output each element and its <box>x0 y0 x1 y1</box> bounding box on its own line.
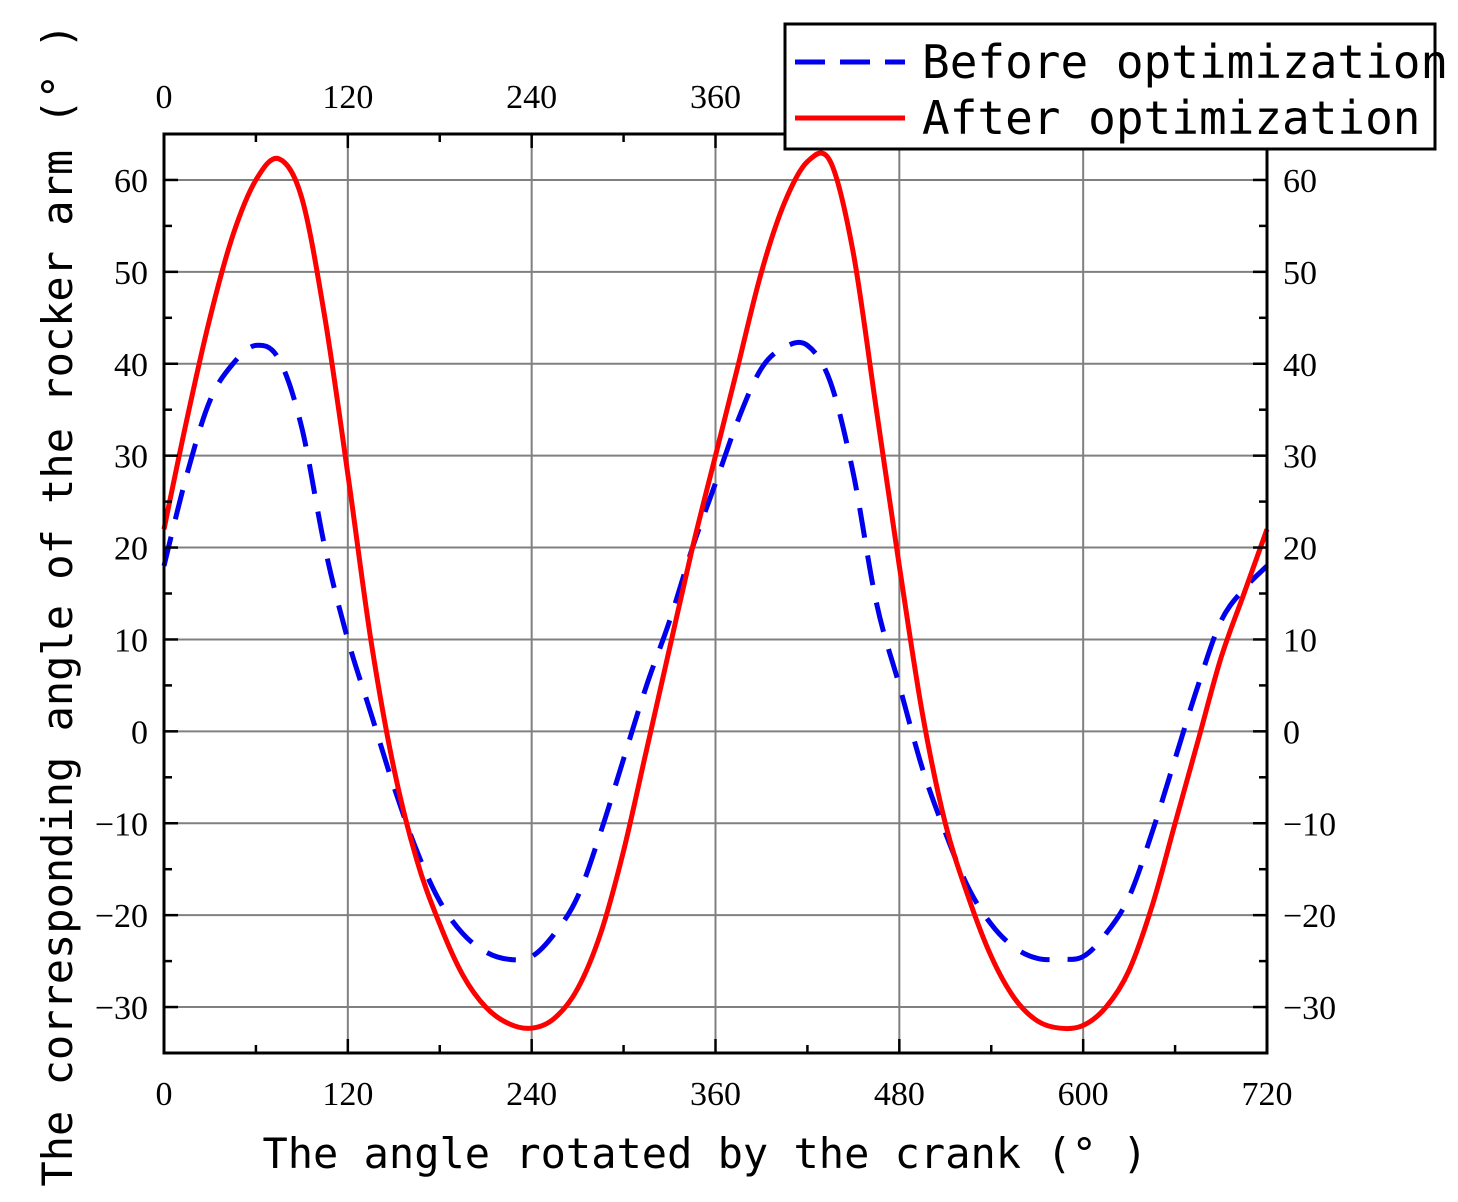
x-tick-label: 480 <box>874 1076 925 1113</box>
y-tick-label-right: −10 <box>1283 806 1336 843</box>
y-tick-label-right: 50 <box>1283 255 1317 292</box>
y-tick-label: 40 <box>114 347 148 384</box>
x-tick-label: 600 <box>1058 1076 1109 1113</box>
x-tick-labels-bottom: 0 120 240 360 480 600 720 <box>156 1076 1293 1113</box>
y-tick-label-right: 60 <box>1283 163 1317 200</box>
y-tick-label-right: −20 <box>1283 898 1336 935</box>
y-tick-labels-right: 60 50 40 30 20 10 0 −10 −20 −30 <box>1283 163 1336 1027</box>
y-axis-title: The corresponding angle of the rocker ar… <box>33 23 82 1186</box>
y-tick-label-right: 40 <box>1283 347 1317 384</box>
y-tick-label: 30 <box>114 439 148 476</box>
x-tick-label: 240 <box>506 1076 557 1113</box>
legend-box <box>783 22 1437 151</box>
x-tick-label-top: 240 <box>506 79 557 116</box>
series-line-before-optimization <box>161 339 1269 963</box>
x-tick-labels-top: 0 120 240 360 <box>156 79 742 116</box>
y-tick-label: 0 <box>131 714 148 751</box>
x-axis-title: The angle rotated by the crank (° ) <box>262 1129 1147 1178</box>
series-layer <box>161 150 1270 1032</box>
x-tick-label-top: 120 <box>322 79 373 116</box>
x-tick-label-top: 360 <box>690 79 741 116</box>
y-tick-label-right: 0 <box>1283 714 1300 751</box>
y-tick-label: −20 <box>95 898 148 935</box>
x-tick-label-top: 0 <box>156 79 173 116</box>
y-tick-label: −10 <box>95 806 148 843</box>
y-tick-label-right: 20 <box>1283 531 1317 568</box>
y-tick-label: 60 <box>114 163 148 200</box>
y-tick-label: 50 <box>114 255 148 292</box>
y-tick-label: 10 <box>114 622 148 659</box>
y-tick-label-right: −30 <box>1283 990 1336 1027</box>
grid-lines <box>163 134 1268 1053</box>
y-tick-label: 20 <box>114 531 148 568</box>
y-tick-label-right: 10 <box>1283 622 1317 659</box>
y-tick-label: −30 <box>95 990 148 1027</box>
legend: Before optimization After optimization <box>783 22 1448 151</box>
legend-label-after: After optimization <box>922 91 1421 145</box>
x-tick-label: 720 <box>1242 1076 1293 1113</box>
x-tick-label: 0 <box>156 1076 173 1113</box>
x-tick-label: 120 <box>322 1076 373 1113</box>
legend-label-before: Before optimization <box>922 35 1448 89</box>
x-tick-label: 360 <box>690 1076 741 1113</box>
y-tick-labels-left: 60 50 40 30 20 10 0 −10 −20 −30 <box>95 163 148 1027</box>
y-tick-label-right: 30 <box>1283 439 1317 476</box>
series-line-after-optimization <box>161 150 1270 1032</box>
